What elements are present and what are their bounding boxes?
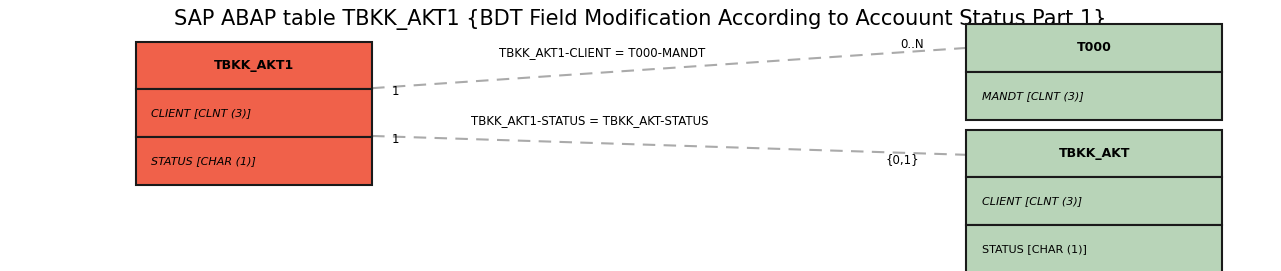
Bar [966, 72, 1222, 120]
Text: TBKK_AKT1-CLIENT = T000-MANDT: TBKK_AKT1-CLIENT = T000-MANDT [500, 46, 706, 59]
Text: 0..N: 0..N [901, 38, 925, 51]
Text: {0,1}: {0,1} [885, 153, 920, 166]
Bar [136, 89, 371, 137]
Bar [966, 178, 1222, 225]
Bar [966, 130, 1222, 178]
Bar [136, 137, 371, 185]
Text: 1: 1 [391, 85, 398, 98]
Text: SAP ABAP table TBKK_AKT1 {BDT Field Modification According to Accouunt Status Pa: SAP ABAP table TBKK_AKT1 {BDT Field Modi… [174, 9, 1107, 30]
Text: TBKK_AKT1: TBKK_AKT1 [214, 59, 293, 72]
Bar [136, 42, 371, 89]
Text: CLIENT [CLNT (3)]: CLIENT [CLNT (3)] [981, 196, 1082, 206]
Text: TBKK_AKT1-STATUS = TBKK_AKT-STATUS: TBKK_AKT1-STATUS = TBKK_AKT-STATUS [470, 114, 708, 127]
Text: CLIENT [CLNT (3)]: CLIENT [CLNT (3)] [151, 108, 251, 118]
Text: TBKK_AKT: TBKK_AKT [1058, 147, 1130, 160]
Text: T000: T000 [1077, 41, 1112, 54]
Text: STATUS [CHAR (1)]: STATUS [CHAR (1)] [151, 156, 256, 166]
Text: STATUS [CHAR (1)]: STATUS [CHAR (1)] [981, 244, 1086, 254]
Text: 1: 1 [391, 133, 398, 146]
Bar [966, 24, 1222, 72]
Bar [966, 225, 1222, 271]
Text: MANDT [CLNT (3)]: MANDT [CLNT (3)] [981, 91, 1084, 101]
